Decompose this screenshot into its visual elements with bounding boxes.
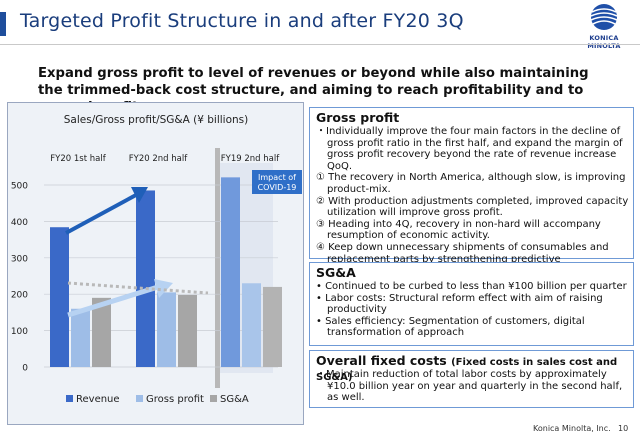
fixed-costs-heading: Overall fixed costs (Fixed costs in sale… bbox=[316, 353, 633, 383]
legend-label: Gross profit bbox=[146, 394, 204, 405]
gross-profit-heading: Gross profit bbox=[316, 110, 400, 125]
sga-bar bbox=[178, 294, 197, 367]
gross-profit-bar bbox=[242, 283, 261, 367]
sga-bar bbox=[92, 297, 111, 367]
sga-panel: SG&A • Continued to be curbed to less th… bbox=[309, 262, 634, 346]
gross-profit-trend-arrow bbox=[67, 284, 159, 318]
footer-company: Konica Minolta, Inc. bbox=[533, 424, 611, 433]
gross-profit-bar bbox=[71, 308, 90, 367]
y-tick-label: 100 bbox=[11, 327, 28, 337]
title-accent-bar bbox=[0, 12, 6, 36]
fixed-costs-note: (Fixed costs in sales cost and SG&A) bbox=[316, 357, 618, 383]
legend-swatch bbox=[136, 395, 143, 402]
y-tick-label: 400 bbox=[11, 218, 28, 228]
sga-heading: SG&A bbox=[316, 265, 356, 280]
y-tick-label: 200 bbox=[11, 291, 28, 301]
chart-title: Sales/Gross profit/SG&A (¥ billions) bbox=[64, 114, 248, 126]
gross-profit-bar bbox=[157, 292, 176, 367]
gross-profit-item: ② With production adjustments completed,… bbox=[316, 195, 629, 219]
covid-callout-box bbox=[252, 170, 302, 194]
gross-profit-list: ・Individually improve the four main fact… bbox=[316, 126, 630, 277]
gross-profit-trend-arrowhead bbox=[154, 279, 173, 298]
revenue-bar bbox=[50, 227, 69, 367]
legend-label: SG&A bbox=[220, 394, 249, 405]
legend-swatch bbox=[210, 395, 217, 402]
revenue-trend-arrow bbox=[65, 193, 137, 235]
legend-swatch bbox=[66, 395, 73, 402]
gross-profit-panel: Gross profit ・Individually improve the f… bbox=[309, 107, 634, 276]
bar-chart: Sales/Gross profit/SG&A (¥ billions) 0 100… bbox=[11, 114, 302, 405]
category-label: FY19 2nd half bbox=[221, 154, 280, 164]
gross-profit-item: ③ Heading into 4Q, recovery in non-hard … bbox=[316, 218, 601, 242]
sga-bar bbox=[263, 286, 282, 367]
fixed-costs-title: Overall fixed costs bbox=[316, 353, 447, 368]
revenue-bar bbox=[136, 190, 155, 367]
sga-trend-dotted bbox=[67, 281, 209, 295]
y-tick-label: 0 bbox=[22, 364, 28, 374]
y-tick-label: 300 bbox=[11, 254, 28, 264]
category-label: FY20 1st half bbox=[50, 154, 106, 164]
sga-item: • Continued to be curbed to less than ¥1… bbox=[316, 281, 627, 292]
sga-item: • Labor costs: Structural reform effect … bbox=[316, 292, 603, 316]
page-title: Targeted Profit Structure in and after F… bbox=[20, 10, 464, 32]
fixed-costs-list: ・Maintain reduction of total labor costs… bbox=[316, 369, 630, 404]
covid-callout-line2: COVID-19 bbox=[258, 183, 297, 192]
legend-label: Revenue bbox=[76, 394, 120, 405]
y-tick-label: 500 bbox=[11, 182, 28, 192]
logo-wordmark: KONICA MINOLTA bbox=[587, 34, 621, 50]
revenue-bar bbox=[221, 177, 240, 367]
lead-line-1: Expand gross profit to level of revenues… bbox=[38, 66, 589, 81]
header-divider bbox=[0, 44, 640, 45]
sga-item: • Sales efficiency: Segmentation of cust… bbox=[316, 315, 585, 339]
covid-callout-line1: Impact of bbox=[258, 173, 296, 182]
period-separator bbox=[215, 148, 220, 388]
page-number: 10 bbox=[618, 424, 629, 433]
fixed-costs-panel: Overall fixed costs (Fixed costs in sale… bbox=[309, 350, 634, 408]
company-logo: KONICA MINOLTA bbox=[574, 2, 634, 50]
chart-container: Sales/Gross profit/SG&A (¥ billions) 0 100… bbox=[7, 102, 304, 425]
header: Targeted Profit Structure in and after F… bbox=[0, 0, 640, 50]
revenue-trend-arrowhead bbox=[131, 187, 148, 203]
gross-profit-item: ① The recovery in North America, althoug… bbox=[316, 172, 626, 195]
sga-list: • Continued to be curbed to less than ¥1… bbox=[316, 281, 630, 339]
globe-icon bbox=[590, 4, 618, 30]
gross-profit-item: ・Individually improve the four main fact… bbox=[316, 126, 623, 172]
category-label: FY20 2nd half bbox=[129, 154, 188, 164]
fixed-costs-item: ・Maintain reduction of total labor costs… bbox=[316, 369, 623, 404]
